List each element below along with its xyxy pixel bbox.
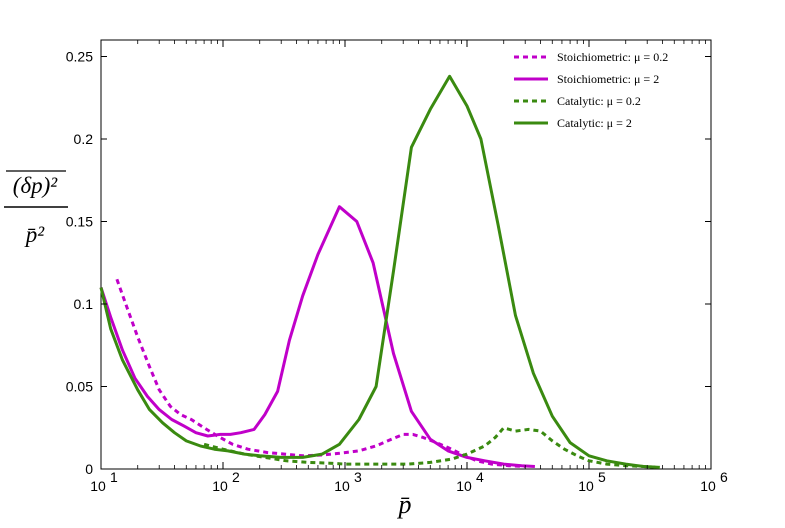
x-tick-exponent: 4 [476,469,484,485]
plot-area-border [100,39,712,470]
x-tick-label: 10 [578,478,594,494]
legend-label-1: Stoichiometric: μ = 2 [557,72,659,86]
x-tick-label: 10 [700,478,716,494]
y-axis-label-denominator: p̄² [24,222,46,247]
y-tick-label: 0.05 [66,379,93,395]
legend: Stoichiometric: μ = 0.2 Stoichiometric: μ… [514,50,668,130]
series-line-3 [99,74,660,469]
x-tick-label: 10 [334,478,350,494]
x-tick-exponent: 1 [110,469,118,485]
y-tick-label: 0.25 [66,49,93,65]
series-layer [99,74,660,469]
series-line-2 [203,426,660,469]
y-tick-label: 0.1 [74,296,94,312]
y-axis-label: (δp)² p̄² [4,170,68,247]
x-tick-label: 10 [456,478,472,494]
x-tick-label: 10 [212,478,228,494]
x-tick-exponent: 5 [598,469,606,485]
legend-label-3: Catalytic: μ = 2 [557,116,632,130]
series-line-1 [99,205,535,468]
x-tick-exponent: 2 [232,469,240,485]
series-line-0 [115,278,526,468]
y-tick-label: 0 [85,461,93,477]
x-tick-label: 10 [90,478,106,494]
x-axis-label: p̄ [397,490,412,519]
y-tick-label: 0.2 [74,131,94,147]
y-axis-label-numerator: (δp)² [13,173,59,198]
legend-label-0: Stoichiometric: μ = 0.2 [557,50,668,64]
legend-label-2: Catalytic: μ = 0.2 [557,94,641,108]
plot-frame [100,39,712,470]
x-tick-exponent: 3 [354,469,362,485]
x-tick-exponent: 6 [720,469,728,485]
y-tick-label: 0.15 [66,214,93,230]
